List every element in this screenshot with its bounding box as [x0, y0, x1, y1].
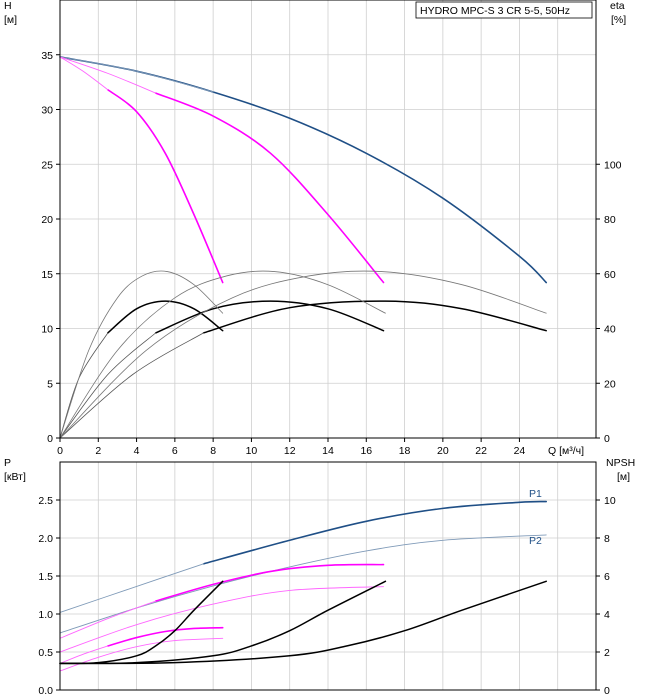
y-tick-label: 1.5: [38, 571, 53, 583]
y2-tick-label: 40: [604, 324, 616, 336]
x-tick-label: 8: [210, 445, 216, 457]
y2-tick-label: 6: [604, 571, 610, 583]
series-p2-2-pumps: [59, 586, 384, 653]
x-tick-label: 4: [134, 445, 140, 457]
series-p1-2-pumps: [154, 563, 385, 602]
series-eta-3-pumps-max-line: [59, 270, 547, 439]
y-tick-label: 15: [41, 269, 53, 281]
y2-tick-label: 60: [604, 269, 616, 281]
y-axis-unit-p: [кВт]: [4, 471, 26, 483]
x-tick-label: 14: [322, 445, 334, 457]
series-eta-1-pump: [107, 300, 224, 334]
y-axis-unit-h: [м]: [4, 14, 17, 26]
y2-tick-label: 10: [604, 495, 616, 507]
series-eta-1-pump-max-line: [59, 270, 224, 439]
y-tick-label: 10: [41, 324, 53, 336]
series-p2-3-pumps: [59, 534, 547, 634]
x-tick-label: 22: [475, 445, 487, 457]
curve-label-p2: P2: [529, 535, 542, 547]
power-panel-curves: [59, 500, 548, 672]
series-p1-1-pump-extension: [59, 645, 109, 664]
power-curve-labels: P1 P2: [529, 488, 542, 547]
y-tick-label: 25: [41, 159, 53, 171]
y-tick-label: 35: [41, 50, 53, 62]
series-p1-1-pump: [107, 626, 224, 647]
power-panel-ticks: 0.0 0.5 1.0 1.5 2.0 2.5 0 2 4 6 8 10: [38, 495, 615, 697]
x-tick-label: 10: [246, 445, 258, 457]
series-h-1-pump-extension: [59, 56, 109, 91]
series-p1-2-pumps-extension: [59, 600, 157, 639]
y-tick-label: 2.5: [38, 495, 53, 507]
series-eta-3-pumps: [202, 300, 547, 334]
series-p2-1-pump: [59, 637, 224, 672]
y2-axis-unit-eta: [%]: [611, 14, 626, 26]
y2-tick-label: 80: [604, 214, 616, 226]
title-box: [415, 1, 593, 19]
series-eta-2-pumps: [154, 300, 385, 334]
series-h-2-pumps: [154, 92, 385, 284]
y-tick-label: 20: [41, 214, 53, 226]
y-tick-label: 2.0: [38, 533, 53, 545]
series-h-2-pumps-extension: [59, 56, 157, 94]
x-tick-label: 24: [514, 445, 526, 457]
y2-tick-label: 4: [604, 609, 610, 621]
y-tick-label: 0.0: [38, 685, 53, 697]
series-npsh-1-pump: [59, 580, 224, 665]
y2-tick-label: 0: [604, 433, 610, 445]
y-axis-label-h: H: [4, 0, 12, 12]
x-axis-label: Q [м³/ч]: [548, 445, 584, 457]
y-axis-label-p: P: [4, 457, 11, 469]
series-h-3-pumps-extension: [59, 56, 214, 93]
y2-axis-unit-npsh: [м]: [617, 471, 630, 483]
y2-axis-label-eta: eta: [610, 0, 625, 12]
chart-title: HYDRO MPC-S 3 CR 5-5, 50Hz: [420, 5, 570, 17]
series-h-3-pumps: [59, 56, 548, 284]
series-npsh-3-pumps: [59, 580, 547, 665]
y-tick-label: 5: [47, 378, 53, 390]
x-tick-label: 2: [95, 445, 101, 457]
x-tick-label: 0: [57, 445, 63, 457]
y-tick-label: 0: [47, 433, 53, 445]
y2-tick-label: 2: [604, 647, 610, 659]
x-tick-label: 6: [172, 445, 178, 457]
y-tick-label: 0.5: [38, 647, 53, 659]
x-tick-label: 12: [284, 445, 296, 457]
y2-tick-label: 20: [604, 378, 616, 390]
series-eta-1-pump-extension: [59, 332, 109, 439]
curve-label-p1: P1: [529, 488, 542, 500]
series-p1-3-pumps-extension: [59, 563, 205, 613]
power-npsh-panel: P [кВт] NPSH [м] 0.0 0.5 1.0 1.5 2.0 2.5 0 2 4 6 8…: [4, 457, 635, 697]
series-npsh-2-pumps: [59, 580, 387, 665]
series-eta-2-pumps-max-line: [59, 270, 386, 439]
x-tick-label: 20: [437, 445, 449, 457]
series-h-1-pump: [107, 88, 224, 284]
y-tick-label: 1.0: [38, 609, 53, 621]
y2-tick-label: 100: [604, 159, 622, 171]
series-p1-3-pumps: [202, 500, 548, 565]
y2-tick-label: 8: [604, 533, 610, 545]
head-efficiency-panel: HYDRO MPC-S 3 CR 5-5, 50Hz H [м] eta [%]…: [4, 0, 626, 457]
series-eta-3-pumps-extension: [59, 332, 204, 439]
head-panel-grid: [60, 0, 596, 438]
power-panel-grid: [60, 462, 596, 690]
y-tick-label: 30: [41, 105, 53, 117]
x-tick-label: 16: [360, 445, 372, 457]
x-tick-label: 18: [399, 445, 411, 457]
head-panel-curves: [59, 56, 548, 439]
y2-tick-label: 0: [604, 685, 610, 697]
y2-axis-label-npsh: NPSH: [606, 457, 635, 469]
series-eta-2-pumps-extension: [59, 332, 157, 439]
